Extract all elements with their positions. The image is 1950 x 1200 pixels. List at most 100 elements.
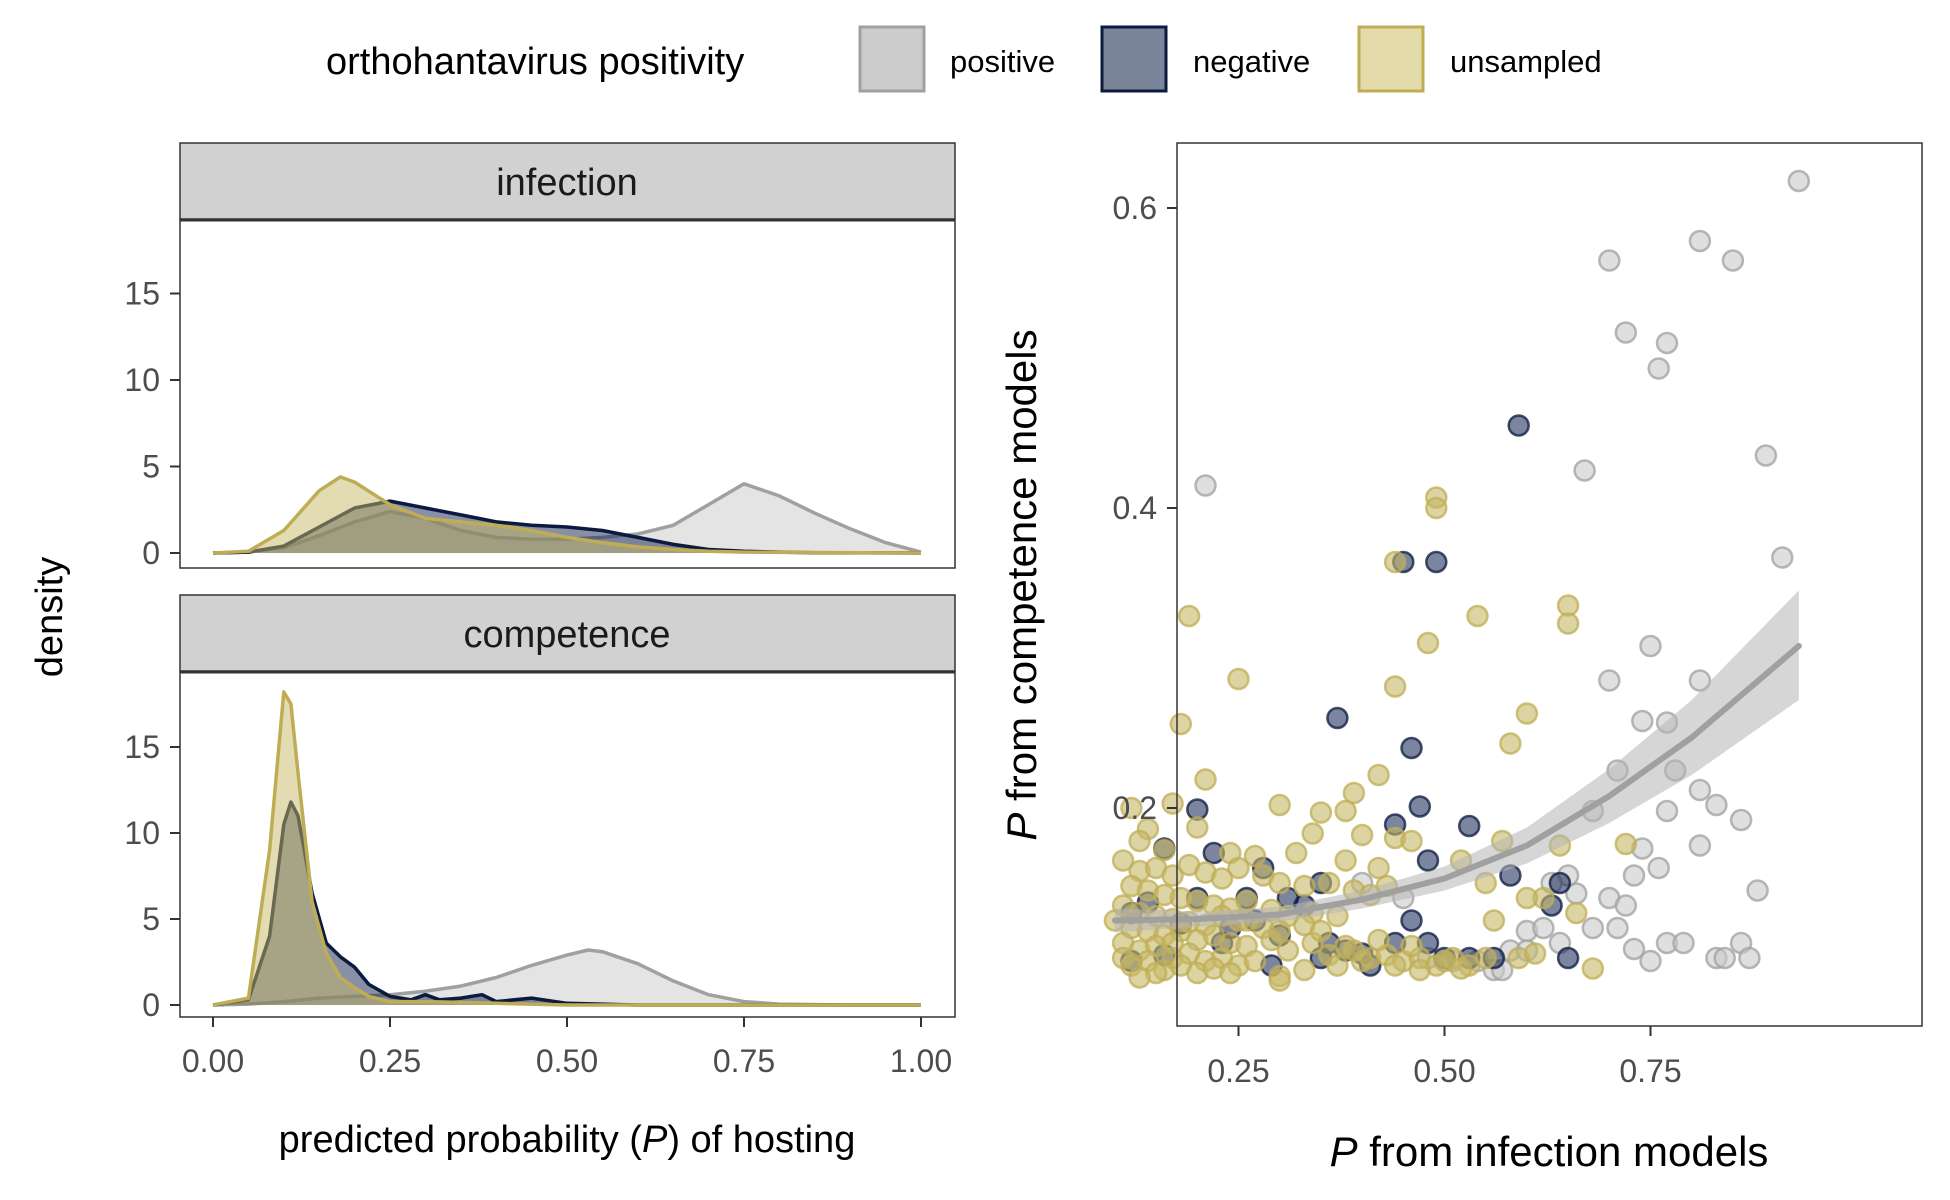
scatter-point-unsampled: [1309, 801, 1333, 824]
scatter-point-unsampled: [1408, 958, 1432, 982]
scatter-point-positive: [1194, 474, 1217, 497]
scatter-point-unsampled: [1367, 763, 1390, 787]
x-tick-label: 0.25: [1207, 1053, 1269, 1089]
scatter-point-positive: [1688, 669, 1712, 692]
legend-label-unsampled: unsampled: [1450, 44, 1602, 79]
scatter-point-unsampled: [1268, 969, 1291, 992]
scatter-point-positive: [1647, 856, 1670, 880]
scatter-point-unsampled: [1350, 949, 1374, 973]
scatter-point-unsampled: [1474, 946, 1497, 970]
scatter-point-positive: [1614, 321, 1638, 344]
scatter-point-unsampled: [1400, 829, 1423, 853]
facet-label-competence: competence: [463, 614, 670, 656]
density-line-infection-unsampled: [212, 475, 922, 555]
scatter-point-positive: [1573, 459, 1596, 482]
scatter-point-unsampled: [1293, 958, 1316, 982]
scatter-point-positive: [1639, 634, 1662, 658]
scatter-point-positive: [1614, 894, 1638, 917]
scatter-point-unsampled: [1523, 942, 1547, 965]
scatter-point-unsampled: [1128, 966, 1151, 989]
facet-strip-competence: [179, 594, 956, 672]
y-tick-label: 15: [124, 276, 160, 312]
scatter-point-negative: [1326, 706, 1349, 730]
scatter-point-positive: [1688, 778, 1712, 802]
scatter-point-positive: [1622, 864, 1646, 887]
scatter-point-negative: [1416, 849, 1440, 872]
x-tick-label: 0.75: [1619, 1053, 1681, 1089]
scatter-point-unsampled: [1219, 961, 1242, 985]
y-tick-label: 5: [142, 449, 160, 485]
scatter-point-unsampled: [1309, 919, 1333, 943]
scatter-point-negative: [1408, 795, 1432, 818]
scatter-point-negative: [1457, 814, 1481, 838]
density-area-infection-unsampled: [213, 476, 921, 553]
legend-key-unsampled: [1357, 25, 1425, 93]
legend: orthohantavirus positivity positive nega…: [326, 25, 1602, 93]
scatter-point-unsampled: [1268, 871, 1291, 895]
scatter-point-unsampled: [1301, 822, 1324, 845]
density-area-competence-positive: [213, 950, 921, 1005]
legend-key-positive: [858, 25, 926, 93]
scatter-point-unsampled: [1350, 823, 1374, 847]
scatter-point-positive: [1647, 357, 1670, 380]
scatter-point-unsampled: [1210, 867, 1234, 890]
scatter-point-positive: [1655, 799, 1679, 823]
y-tick-label: 0.2: [1113, 790, 1157, 826]
scatter-point-unsampled: [1466, 604, 1489, 628]
scatter-point-negative: [1507, 414, 1530, 437]
y-axis-scatter: 0.2 0.4 0.6: [1113, 190, 1177, 826]
scatter-point-unsampled: [1400, 934, 1423, 958]
scatter-point-positive: [1581, 916, 1605, 940]
x-tick-label: 1.00: [890, 1043, 952, 1079]
scatter-point-negative: [1400, 736, 1423, 760]
scatter-point-positive: [1787, 169, 1811, 193]
legend-label-positive: positive: [950, 44, 1055, 79]
scatter-point-positive: [1771, 546, 1794, 569]
scatter-point-positive: [1688, 834, 1712, 857]
y-axis-competence: 0 5 10 15: [124, 729, 180, 1023]
scatter-point-unsampled: [1342, 781, 1366, 805]
scatter-point-positive: [1721, 249, 1745, 272]
facet-label-infection: infection: [496, 162, 638, 204]
scatter-point-unsampled: [1317, 871, 1341, 895]
scatter-point-unsampled: [1243, 844, 1267, 868]
scatter-point-negative: [1556, 946, 1580, 970]
scatter-point-unsampled: [1161, 931, 1184, 955]
y-tick-label: 0.4: [1113, 490, 1157, 526]
scatter-point-positive: [1746, 879, 1769, 902]
scatter-point-unsampled: [1169, 712, 1193, 736]
scatter-point-positive: [1622, 937, 1646, 961]
scatter-point-negative: [1400, 909, 1423, 932]
density-x-axis-title: predicted probability (P) of hosting: [279, 1119, 856, 1161]
scatter-point-unsampled: [1383, 954, 1407, 977]
scatter-point-unsampled: [1186, 816, 1209, 839]
scatter-point-positive: [1688, 229, 1712, 253]
scatter-point-unsampled: [1614, 832, 1638, 856]
x-tick-label: 0.50: [1413, 1053, 1475, 1089]
density-panel-infection: infection 0 5 10 15: [124, 142, 956, 571]
y-tick-label: 15: [124, 729, 160, 765]
density-y-axis-title: density: [29, 557, 71, 677]
legend-title: orthohantavirus positivity: [326, 41, 744, 83]
scatter-point-unsampled: [1227, 667, 1250, 691]
y-tick-label: 0: [142, 535, 160, 571]
density-x-title-part1: predicted probability (: [279, 1119, 643, 1161]
scatter-point-positive: [1729, 808, 1753, 832]
scatter-point-unsampled: [1276, 939, 1300, 962]
scatter-point-positive: [1738, 946, 1761, 970]
scatter-point-unsampled: [1293, 874, 1316, 898]
facet-strip-infection: [179, 142, 956, 220]
x-tick-label: 0.75: [713, 1043, 775, 1079]
scatter-point-unsampled: [1416, 631, 1440, 655]
density-x-title-part2: ) of hosting: [667, 1119, 855, 1161]
scatter-point-positive: [1631, 709, 1654, 733]
scatter-panel: 0.25 0.50 0.75 0.2 0.4 0.6: [1103, 142, 1923, 1089]
scatter-point-unsampled: [1482, 909, 1506, 932]
scatter-point-positive: [1672, 931, 1695, 955]
scatter-point-unsampled: [1177, 604, 1201, 628]
scatter-point-unsampled: [1383, 550, 1407, 574]
scatter-point-positive: [1655, 331, 1679, 355]
x-tick-label: 0.00: [182, 1043, 244, 1079]
density-x-title-italic: P: [642, 1119, 668, 1161]
